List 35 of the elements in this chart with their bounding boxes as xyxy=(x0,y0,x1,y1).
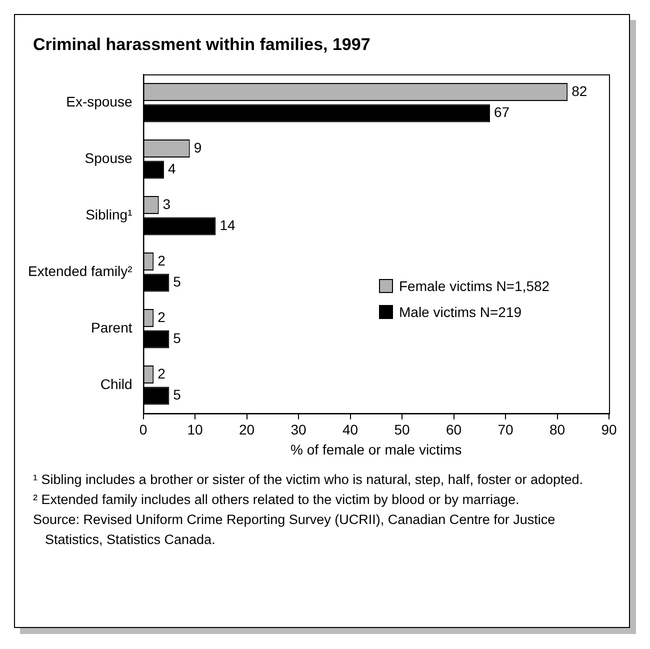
x-axis-title: % of female or male victims xyxy=(290,441,462,458)
source-note: Source: Revised Uniform Crime Reporting Survey (UCRII), Canadian Centre for Justice Statistics, Statistics Canada. xyxy=(33,511,556,549)
x-tick-label: 70 xyxy=(498,422,514,438)
data-label: 5 xyxy=(173,274,182,290)
x-tick-label: 20 xyxy=(238,422,255,438)
data-label: 82 xyxy=(572,82,588,99)
chart-title: Criminal harassment within families, 1997 xyxy=(33,35,370,55)
y-tick-label: Sibling¹ xyxy=(86,206,133,223)
y-tick-label: Parent xyxy=(91,320,132,336)
y-tick-label: Extended family² xyxy=(28,263,133,280)
x-tick-label: 60 xyxy=(446,422,462,438)
data-label: 5 xyxy=(173,330,182,346)
data-label: 2 xyxy=(158,252,166,268)
x-tick-label: 10 xyxy=(187,422,204,438)
x-tick-label: 0 xyxy=(139,422,148,438)
data-label: 2 xyxy=(158,365,166,382)
x-tick-label: 90 xyxy=(601,422,617,438)
data-label: 67 xyxy=(494,104,510,120)
x-tick-label: 80 xyxy=(549,422,566,438)
legend-label: Male victims N=219 xyxy=(399,304,522,320)
legend-label: Female victims N=1,582 xyxy=(399,278,550,294)
text: ¹ Sibling includes a brother or sister of the victim who is natural, step, half, foster or adopted. xyxy=(33,471,584,489)
x-tick-label: 40 xyxy=(342,422,358,438)
data-label: 2 xyxy=(158,308,166,325)
text: ² Extended family includes all others related to the victim by blood or by marriage. xyxy=(33,491,520,509)
y-tick-label: Child xyxy=(100,376,132,392)
data-label: 5 xyxy=(173,386,182,403)
x-tick-label: 30 xyxy=(290,422,307,438)
y-tick-label: Spouse xyxy=(84,150,132,166)
data-label: 14 xyxy=(220,217,236,234)
data-label: 4 xyxy=(168,160,176,177)
y-tick-label: Ex-spouse xyxy=(66,94,132,110)
data-label: 9 xyxy=(194,139,202,156)
data-label: 3 xyxy=(162,196,171,212)
x-tick-label: 50 xyxy=(394,422,410,438)
